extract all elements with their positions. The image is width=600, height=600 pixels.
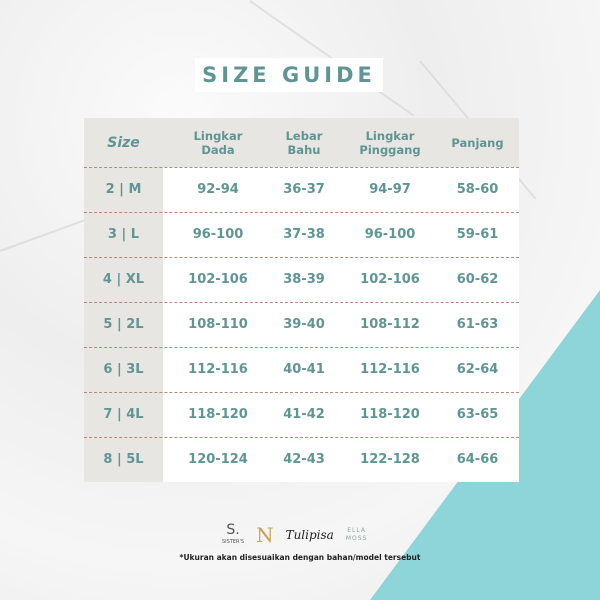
header-text: Lebar — [285, 128, 323, 143]
cell-lingkar-pinggang: 108-112 — [360, 317, 420, 332]
row-divider — [84, 392, 519, 393]
cell-lebar-bahu: 38-39 — [283, 272, 325, 287]
table-header — [84, 118, 519, 167]
header-text: Lingkar — [193, 128, 243, 143]
page-title: SIZE GUIDE — [195, 58, 383, 92]
header-text: Pinggang — [359, 142, 421, 157]
ella-moss-logo: ELLA MOSS — [345, 527, 368, 542]
cell-lingkar-pinggang: 94-97 — [369, 182, 411, 197]
header-text: Size — [107, 134, 140, 151]
cell-lingkar-pinggang: 112-116 — [360, 362, 420, 377]
cell-size: 3 | L — [107, 227, 140, 242]
cell-size: 5 | 2L — [103, 317, 144, 332]
cell-lebar-bahu: 36-37 — [283, 182, 325, 197]
header-text: Panjang — [451, 135, 504, 150]
cell-size: 6 | 3L — [103, 362, 144, 377]
cell-panjang: 63-65 — [456, 407, 499, 422]
header-panjang: Panjang — [436, 118, 519, 167]
sisters-logo: S. SISTER'S — [222, 522, 245, 546]
size-table: Size Lingkar Dada Lebar Bahu Lingkar Pinggang P… — [84, 118, 519, 482]
cell-panjang: 59-61 — [456, 227, 499, 242]
brand-logos: S. SISTER'S N Tulipisa ELLA MOSS — [222, 522, 368, 548]
row-divider — [84, 437, 519, 438]
cell-size: 4 | XL — [102, 272, 145, 287]
cell-panjang: 58-60 — [456, 182, 499, 197]
cell-lingkar-dada: 92-94 — [197, 182, 239, 197]
cell-lingkar-dada: 120-124 — [188, 452, 248, 467]
cell-lebar-bahu: 40-41 — [283, 362, 325, 377]
cell-panjang: 60-62 — [456, 272, 499, 287]
row-divider — [84, 212, 519, 213]
cell-lingkar-dada: 118-120 — [188, 407, 248, 422]
size-column-bg — [84, 118, 163, 482]
cell-lingkar-dada: 96-100 — [192, 227, 244, 242]
cell-panjang: 64-66 — [456, 452, 499, 467]
cell-lingkar-pinggang: 122-128 — [360, 452, 420, 467]
n-logo: N — [256, 523, 274, 547]
row-divider — [84, 167, 519, 168]
cell-lingkar-pinggang: 118-120 — [360, 407, 420, 422]
header-text: Bahu — [287, 142, 321, 157]
size-note: *Ukuran akan disesuaikan dengan bahan/mo… — [179, 553, 421, 562]
tulipisa-logo: Tulipisa — [285, 528, 334, 542]
cell-size: 8 | 5L — [103, 452, 144, 467]
cell-lingkar-pinggang: 96-100 — [364, 227, 416, 242]
cell-lingkar-dada: 102-106 — [188, 272, 248, 287]
header-lebar-bahu: Lebar Bahu — [264, 118, 344, 167]
cell-lingkar-pinggang: 102-106 — [360, 272, 420, 287]
row-divider — [84, 347, 519, 348]
header-text: Lingkar — [365, 128, 415, 143]
cell-lingkar-dada: 108-110 — [188, 317, 248, 332]
header-size: Size — [84, 118, 163, 167]
cell-size: 7 | 4L — [103, 407, 144, 422]
header-text: Dada — [201, 142, 235, 157]
cell-lebar-bahu: 42-43 — [283, 452, 325, 467]
cell-lebar-bahu: 41-42 — [283, 407, 325, 422]
header-lingkar-dada: Lingkar Dada — [163, 118, 273, 167]
cell-lingkar-dada: 112-116 — [188, 362, 248, 377]
header-lingkar-pinggang: Lingkar Pinggang — [342, 118, 438, 167]
cell-lebar-bahu: 39-40 — [283, 317, 325, 332]
cell-panjang: 61-63 — [456, 317, 499, 332]
cell-size: 2 | M — [105, 182, 142, 197]
cell-panjang: 62-64 — [456, 362, 499, 377]
row-divider — [84, 302, 519, 303]
cell-lebar-bahu: 37-38 — [283, 227, 325, 242]
row-divider — [84, 257, 519, 258]
